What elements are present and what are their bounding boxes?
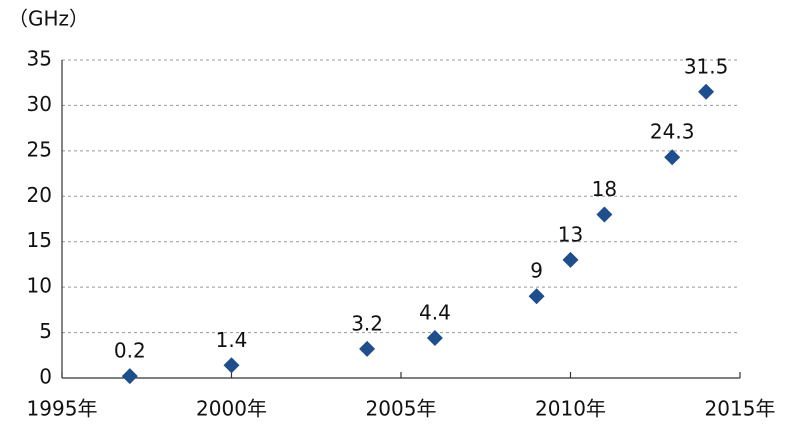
point	[562, 251, 579, 268]
point	[528, 288, 545, 305]
point	[664, 149, 681, 166]
x-tick-label: 2005年	[366, 397, 437, 421]
point	[121, 368, 138, 385]
data-label: 18	[592, 177, 617, 201]
data-label: 9	[530, 259, 543, 283]
y-axis-label: （GHz）	[8, 7, 89, 31]
y-tick-label: 30	[27, 92, 52, 116]
data-label: 24.3	[650, 120, 695, 144]
y-tick-label: 25	[27, 137, 52, 161]
point	[359, 340, 376, 357]
data-label: 4.4	[419, 301, 451, 325]
y-tick-label: 15	[27, 228, 52, 252]
point	[698, 83, 715, 100]
x-tick-label: 2010年	[535, 397, 606, 421]
y-tick-label: 20	[27, 183, 52, 207]
point	[426, 330, 443, 347]
data-label: 31.5	[684, 54, 729, 78]
data-label: 0.2	[114, 339, 146, 363]
data-label: 1.4	[216, 328, 248, 352]
point	[596, 206, 613, 223]
y-tick-label: 0	[39, 365, 52, 389]
x-tick-label: 2015年	[705, 397, 776, 421]
data-label: 3.2	[351, 311, 383, 335]
x-tick-label: 2000年	[196, 397, 267, 421]
y-tick-label: 35	[27, 47, 52, 71]
x-tick-label: 1995年	[27, 397, 98, 421]
y-tick-label: 5	[39, 319, 52, 343]
y-tick-label: 10	[27, 274, 52, 298]
point	[223, 357, 240, 374]
data-label: 13	[558, 222, 583, 246]
